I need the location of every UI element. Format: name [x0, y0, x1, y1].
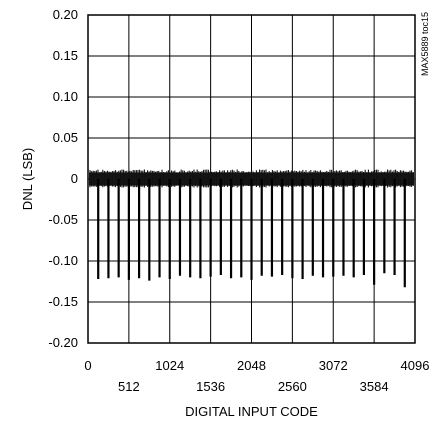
y-tick-label: 0.10 [53, 89, 78, 104]
figure-id-label: MAX5889 toc15 [420, 12, 430, 76]
x-tick-label: 2560 [278, 379, 307, 394]
x-tick-label: 3072 [319, 358, 348, 373]
x-tick-labels: 0 1024 2048 3072 4096 512 1536 2560 3584 [84, 358, 429, 394]
x-tick-label: 0 [84, 358, 91, 373]
y-axis-label: DNL (LSB) [20, 148, 35, 210]
y-tick-label: -0.15 [48, 294, 78, 309]
y-tick-labels: 0.20 0.15 0.10 0.05 0 -0.05 -0.10 -0.15 -0.20 [48, 7, 78, 350]
x-axis-label: DIGITAL INPUT CODE [185, 404, 318, 419]
y-tick-label: -0.10 [48, 253, 78, 268]
x-tick-label: 512 [118, 379, 140, 394]
x-tick-label: 4096 [401, 358, 430, 373]
x-tick-label: 3584 [360, 379, 389, 394]
y-tick-label: 0.15 [53, 48, 78, 63]
plot-frame [87, 14, 416, 344]
plot-area [89, 169, 414, 288]
x-tick-label: 2048 [237, 358, 266, 373]
dnl-noise-trace [89, 169, 414, 188]
y-tick-label: 0.05 [53, 130, 78, 145]
y-tick-label: -0.05 [48, 212, 78, 227]
y-tick-label: 0.20 [53, 7, 78, 22]
x-tick-label: 1536 [196, 379, 225, 394]
y-tick-label: 0 [71, 171, 78, 186]
y-tick-label: -0.20 [48, 335, 78, 350]
x-tick-label: 1024 [155, 358, 184, 373]
